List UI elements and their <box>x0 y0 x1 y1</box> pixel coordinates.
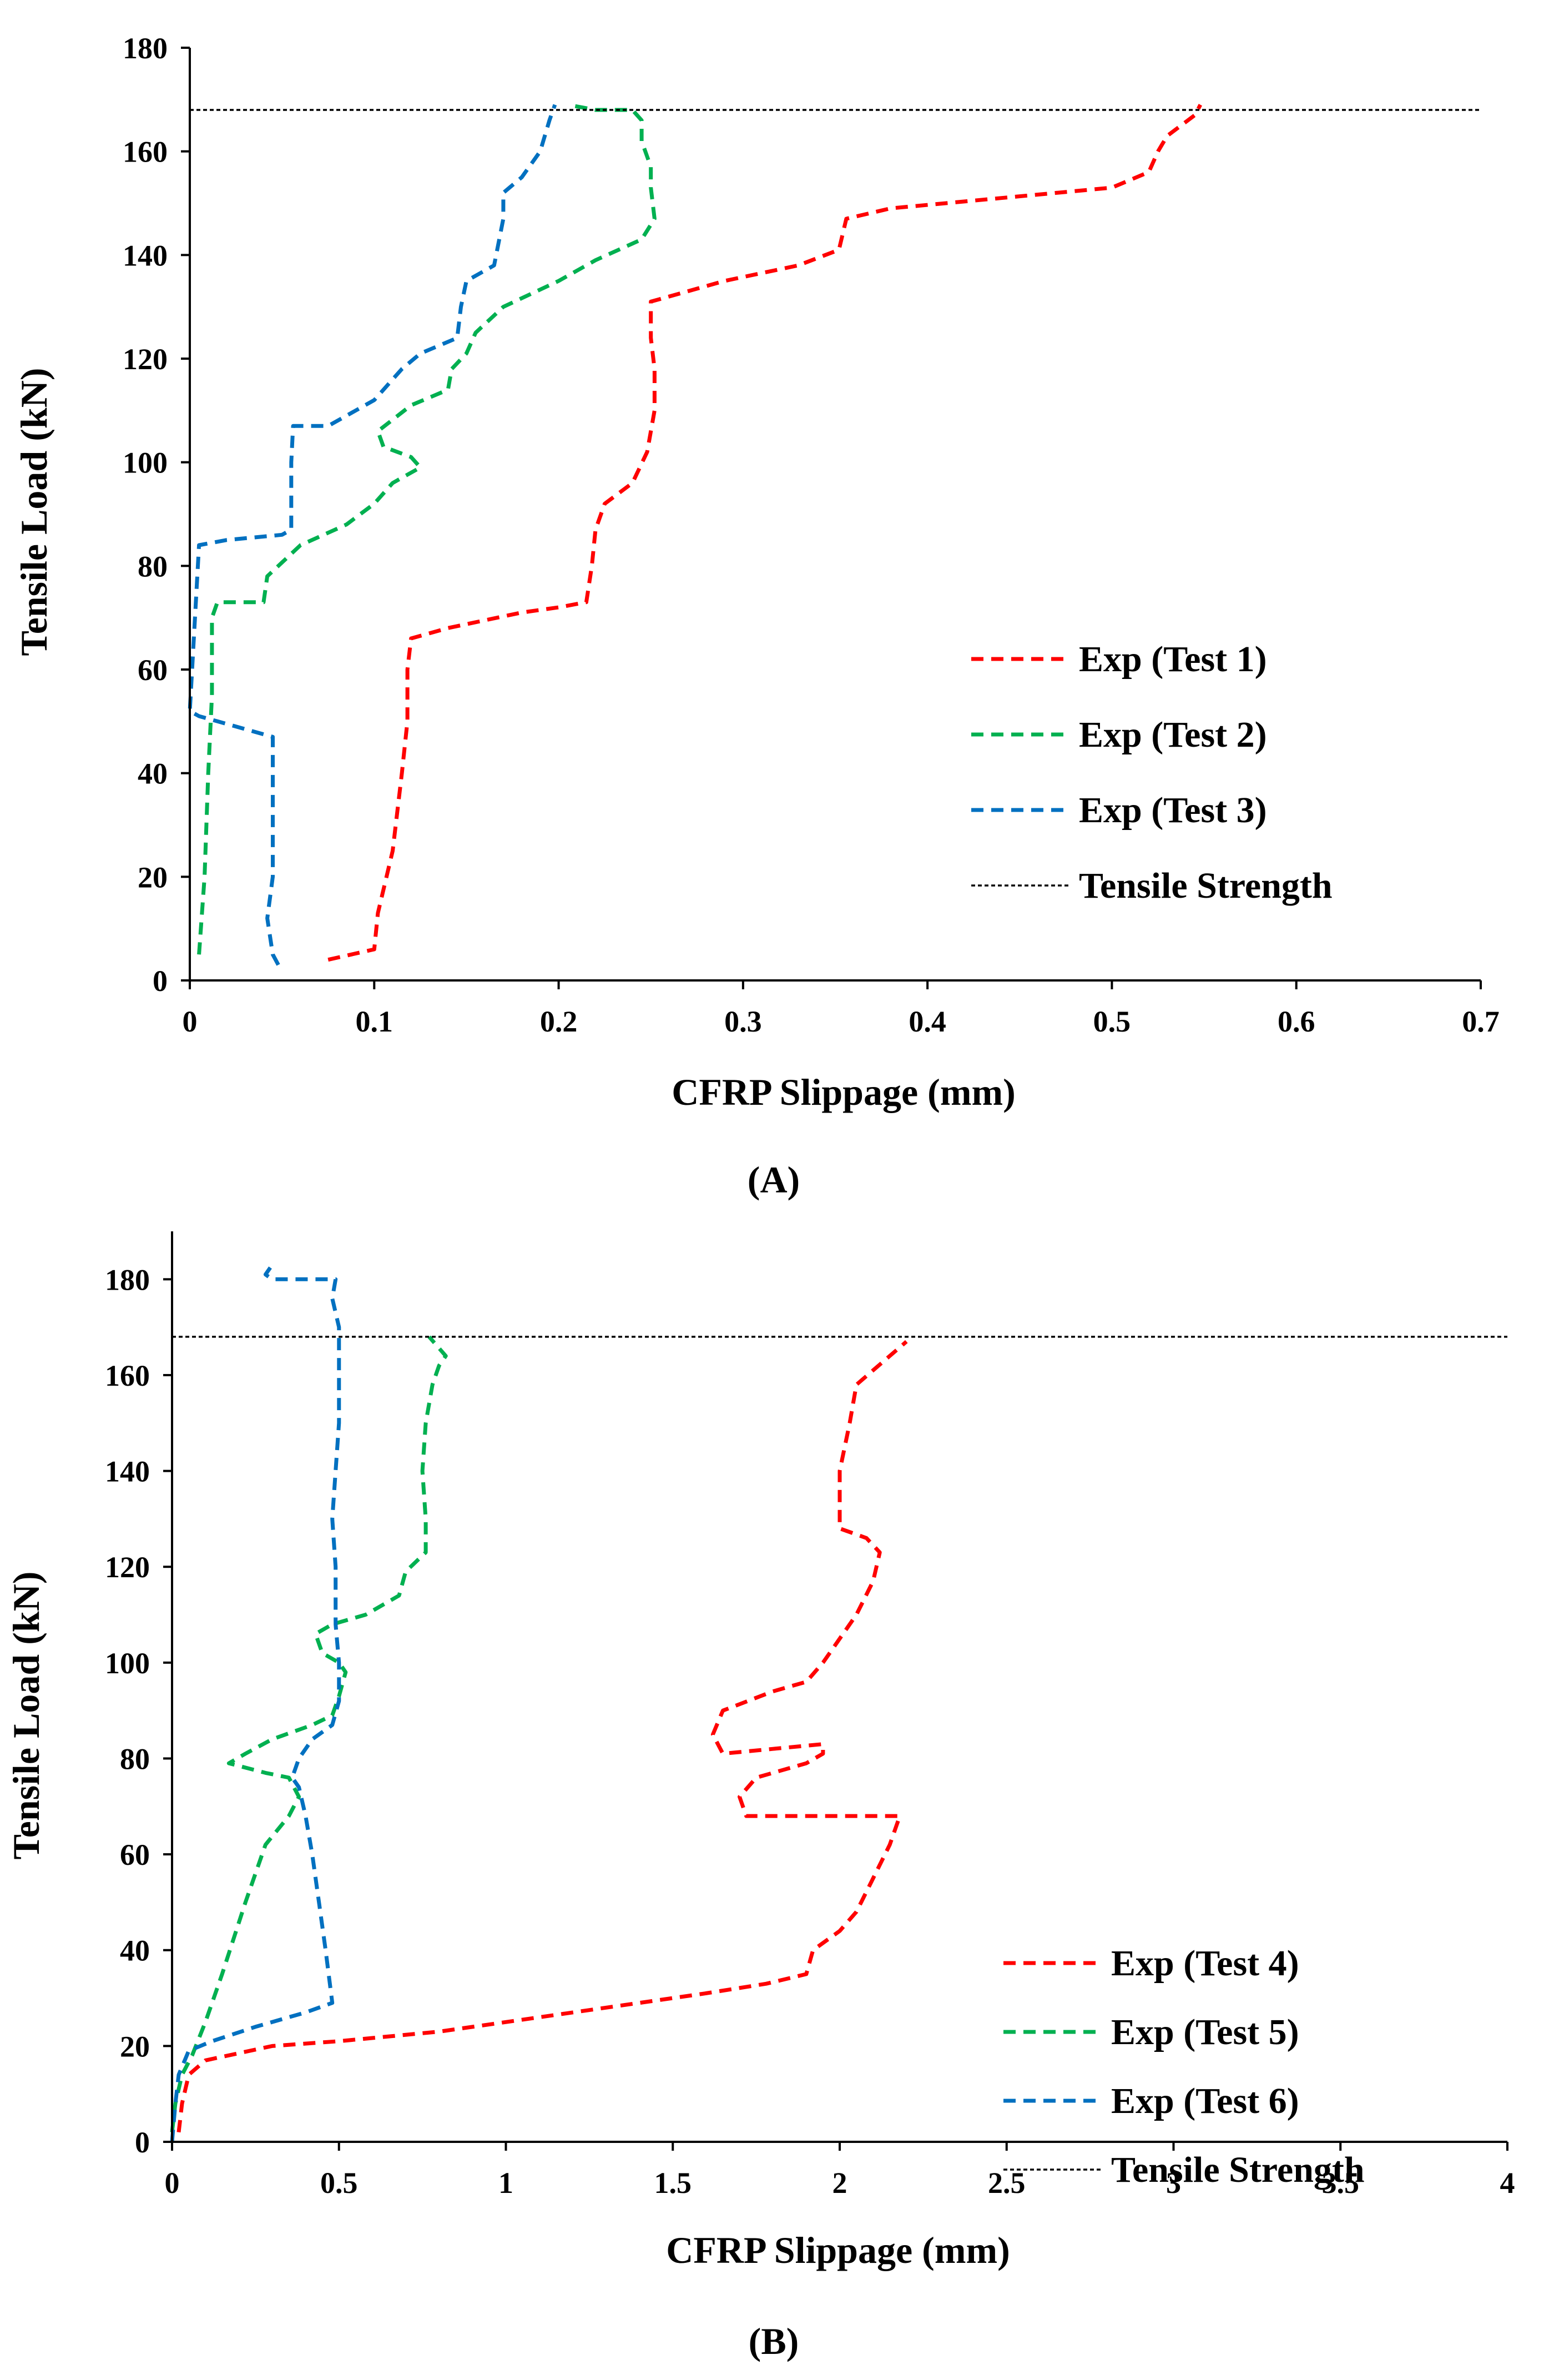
tick-labels-a: 0 20 40 60 80 100 120 140 160 180 0 0.1 0.2 0.3 0.4 0.5… <box>123 32 1500 1038</box>
y-tick-label: 120 <box>123 343 168 376</box>
series-line-exp-test-3 <box>188 104 557 966</box>
series-line-exp-test-4 <box>176 1340 908 2133</box>
x-axis-label-b: CFRP Slippage (mm) <box>666 2229 1010 2271</box>
x-tick-label: 0.3 <box>724 1005 762 1038</box>
axes-b <box>163 1231 1508 2151</box>
series-line-exp-test-1 <box>327 104 1202 962</box>
legend-b: Exp (Test 4) Exp (Test 5) Exp (Test 6) Tens… <box>1003 1943 1365 2190</box>
x-tick-label: 1.5 <box>654 2166 692 2200</box>
y-tick-label: 80 <box>138 550 168 583</box>
x-tick-label: 2.5 <box>988 2166 1026 2200</box>
y-tick-label: 60 <box>120 1838 150 1871</box>
series-line-exp-test-5 <box>170 1335 448 2133</box>
x-tick-label: 1 <box>498 2166 513 2200</box>
y-tick-label: 20 <box>120 2030 150 2063</box>
chart-panel-b: 0 20 40 60 80 100 120 140 160 180 0 0.5 1 1.5 2 2.5 3 3.5… <box>5 1231 1515 2362</box>
x-tick-label: 3 <box>1166 2166 1181 2200</box>
legend-a: Exp (Test 1) Exp (Test 2) Exp (Test 3) Tens… <box>971 639 1333 906</box>
chart-panel-a: 0 20 40 60 80 100 120 140 160 180 0 0.1 0.2 0.3 0.4 0.5… <box>13 32 1500 1201</box>
x-tick-label: 0 <box>183 1005 198 1038</box>
x-tick-label: 0.4 <box>909 1005 946 1038</box>
legend-label: Tensile Strength <box>1079 866 1333 906</box>
y-tick-label: 100 <box>105 1647 150 1680</box>
legend-label: Exp (Test 4) <box>1111 1943 1299 1984</box>
y-tick-label: 160 <box>105 1359 150 1392</box>
legend-label: Exp (Test 6) <box>1111 2081 1299 2121</box>
y-axis-label-a: Tensile Load (kN) <box>13 368 55 656</box>
panel-label-a: (A) <box>748 1159 800 1201</box>
y-tick-label: 0 <box>135 2126 150 2159</box>
y-tick-label: 100 <box>123 446 168 480</box>
x-axis-label-a: CFRP Slippage (mm) <box>672 1071 1016 1113</box>
y-tick-label: 140 <box>123 239 168 272</box>
y-tick-label: 80 <box>120 1742 150 1775</box>
x-tick-label: 3.5 <box>1322 2166 1360 2200</box>
legend-label: Exp (Test 5) <box>1111 2012 1299 2052</box>
legend-label: Exp (Test 1) <box>1079 639 1267 680</box>
x-tick-label: 0.2 <box>540 1005 578 1038</box>
series-layer-b <box>170 1264 908 2142</box>
series-line-exp-test-2 <box>197 103 657 955</box>
legend-label: Tensile Strength <box>1111 2150 1365 2190</box>
x-tick-label: 0.6 <box>1278 1005 1315 1038</box>
x-tick-label: 0.1 <box>356 1005 393 1038</box>
y-axis-label-b: Tensile Load (kN) <box>5 1572 47 1860</box>
tick-labels-b: 0 20 40 60 80 100 120 140 160 180 0 0.5 1 1.5 2 2.5 3 3.5… <box>105 1263 1515 2200</box>
panel-label-b: (B) <box>749 2320 799 2362</box>
legend-label: Exp (Test 3) <box>1079 790 1267 831</box>
x-tick-label: 0.7 <box>1462 1005 1500 1038</box>
y-tick-label: 140 <box>105 1455 150 1488</box>
x-tick-label: 4 <box>1500 2166 1515 2200</box>
y-tick-label: 0 <box>153 964 168 998</box>
y-tick-label: 120 <box>105 1551 150 1584</box>
legend-label: Exp (Test 2) <box>1079 714 1267 755</box>
axes-a <box>181 47 1482 989</box>
x-tick-label: 0.5 <box>1093 1005 1131 1038</box>
x-tick-label: 0 <box>165 2166 180 2200</box>
x-tick-label: 2 <box>832 2166 847 2200</box>
x-tick-label: 0.5 <box>320 2166 358 2200</box>
y-tick-label: 160 <box>123 135 168 169</box>
y-tick-label: 40 <box>138 757 168 791</box>
series-line-exp-test-6 <box>170 1264 341 2142</box>
y-tick-label: 180 <box>123 32 168 65</box>
y-tick-label: 180 <box>105 1263 150 1296</box>
y-tick-label: 40 <box>120 1934 150 1968</box>
y-tick-label: 60 <box>138 653 168 687</box>
y-tick-label: 20 <box>138 861 168 894</box>
series-layer-a <box>188 103 1202 966</box>
